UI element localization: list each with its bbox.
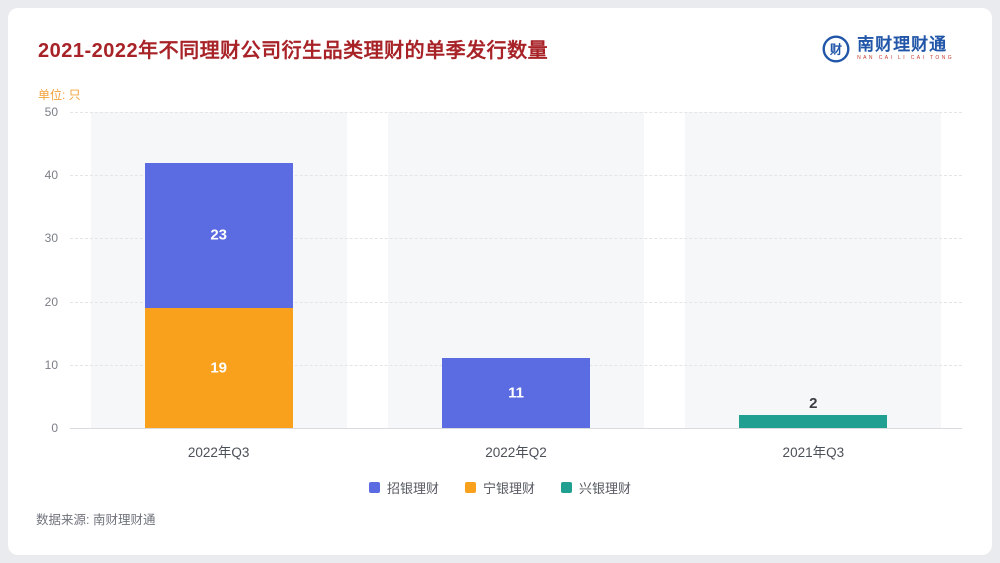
- page-title: 2021-2022年不同理财公司衍生品类理财的单季发行数量: [38, 40, 549, 62]
- category-band: [685, 112, 942, 428]
- gridline: [70, 112, 962, 113]
- bar-segment[interactable]: 11: [442, 358, 590, 428]
- legend-label: 宁银理财: [482, 481, 535, 496]
- unit-label: 单位: 只: [38, 88, 81, 102]
- bar-value-label: 23: [210, 226, 227, 244]
- brand-logo-glyph: 财: [829, 42, 842, 57]
- y-axis-tick-label: 10: [44, 357, 58, 372]
- gridline: [70, 301, 962, 303]
- gridline: [70, 238, 962, 240]
- brand-logo: 财 南财理财通 NAN CAI LI CAI TONG: [821, 34, 954, 64]
- bar-chart: 0 10 20 30 40 50 2022年Q3 19 23 2022年Q2 11 2021年Q3 2: [45, 105, 962, 460]
- brand-logo-subtext: NAN CAI LI CAI TONG: [857, 55, 954, 62]
- chart-card: 2021-2022年不同理财公司衍生品类理财的单季发行数量 财 南财理财通 NA…: [8, 8, 992, 555]
- bar-segment[interactable]: 23: [144, 162, 293, 308]
- bar-value-label: 19: [210, 359, 227, 377]
- header: 2021-2022年不同理财公司衍生品类理财的单季发行数量 财 南财理财通 NA…: [38, 34, 954, 64]
- bar-segment[interactable]: 19: [144, 307, 293, 428]
- legend-item[interactable]: 宁银理财: [464, 478, 535, 497]
- bar-value-label: 2: [809, 395, 818, 413]
- y-axis-tick-label: 20: [44, 294, 58, 309]
- chart-legend: 招银理财 宁银理财 兴银理财: [8, 478, 992, 497]
- legend-label: 兴银理财: [579, 481, 632, 496]
- bar-segment[interactable]: 2: [739, 395, 888, 428]
- x-axis-label: 2022年Q2: [485, 445, 547, 460]
- y-axis-tick-label: 0: [51, 421, 58, 435]
- brand-logo-text: 南财理财通: [857, 35, 948, 55]
- legend-swatch: [561, 482, 572, 493]
- y-axis-tick-label: 30: [44, 231, 58, 246]
- x-axis-line: [70, 428, 962, 429]
- legend-swatch: [368, 482, 380, 493]
- legend-item[interactable]: 兴银理财: [561, 478, 631, 497]
- brand-logo-text-wrap: 南财理财通 NAN CAI LI CAI TONG: [857, 36, 954, 61]
- y-axis-tick-label: 50: [44, 105, 58, 119]
- legend-swatch: [464, 482, 476, 493]
- bar-value-label: 11: [508, 384, 524, 402]
- x-axis-label: 2021年Q3: [782, 445, 845, 460]
- y-axis-tick-label: 40: [44, 168, 58, 183]
- x-axis-label: 2022年Q3: [187, 445, 250, 460]
- legend-item[interactable]: 招银理财: [368, 478, 439, 497]
- gridline: [70, 175, 962, 177]
- data-source-label: 数据来源: 南财理财通: [36, 513, 156, 527]
- brand-logo-icon: 财: [822, 35, 850, 63]
- legend-label: 招银理财: [386, 481, 439, 496]
